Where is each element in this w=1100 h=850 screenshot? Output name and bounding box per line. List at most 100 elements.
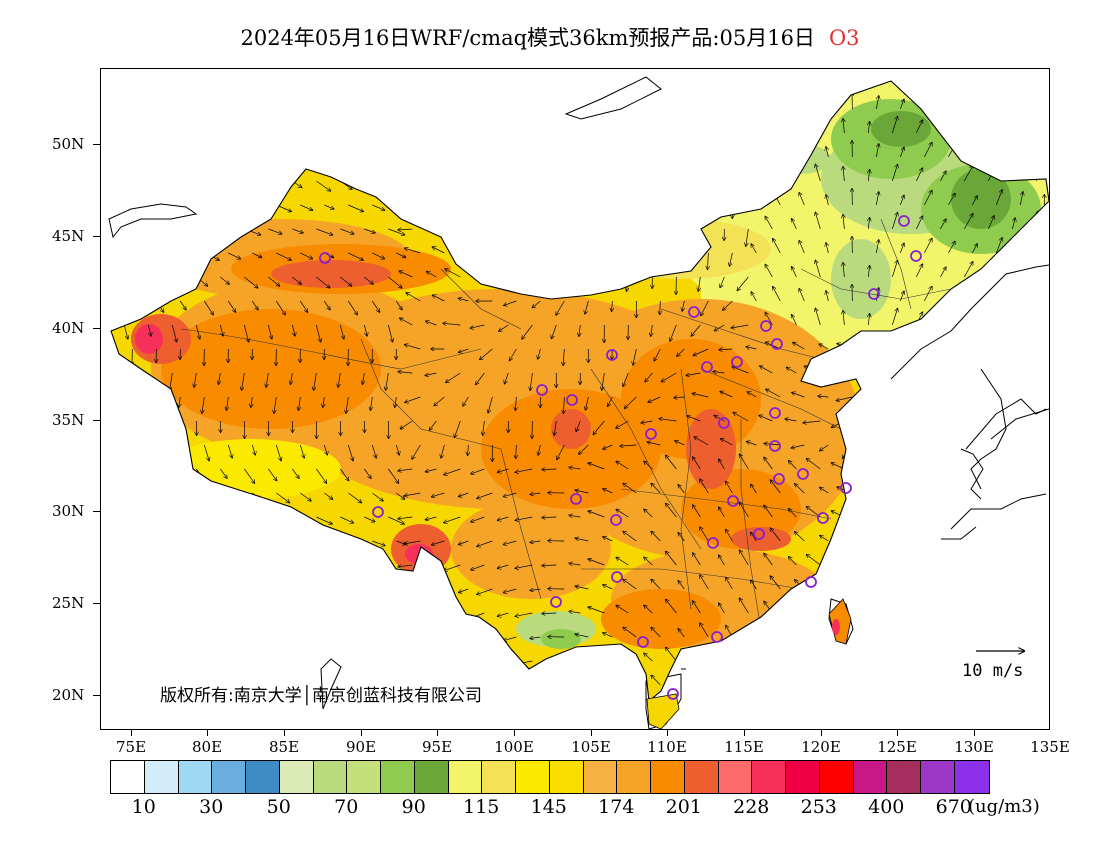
wind-arrow — [124, 132, 129, 147]
map-panel[interactable] — [100, 68, 1050, 730]
wind-arrow — [988, 216, 994, 230]
wind-arrow — [732, 367, 749, 374]
wind-arrow — [660, 300, 661, 314]
wind-arrow — [687, 416, 701, 422]
wind-arrow — [988, 312, 994, 326]
wind-arrow — [172, 564, 188, 572]
city-marker — [566, 394, 578, 406]
wind-arrow — [477, 492, 493, 498]
wind-arrow — [831, 655, 845, 662]
wind-arrow — [444, 709, 460, 715]
wind-arrow — [470, 178, 485, 182]
wind-arrow — [409, 132, 413, 147]
wind-arrow — [530, 685, 541, 687]
wind-arrow — [574, 276, 581, 286]
wind-arrow — [607, 252, 613, 262]
wind-arrow — [530, 589, 541, 591]
colorbar-label: 10 — [131, 796, 156, 818]
wind-arrow — [837, 535, 853, 542]
wind-arrow — [398, 517, 413, 519]
city-marker — [773, 473, 785, 485]
wind-arrow — [674, 228, 676, 246]
wind-arrow — [691, 324, 701, 336]
wind-arrow — [940, 123, 946, 134]
wind-arrow — [826, 291, 828, 302]
wind-arrow — [179, 396, 181, 407]
wind-arrow — [616, 653, 629, 662]
wind-arrow — [940, 267, 946, 278]
lon-label-120e: 120E — [801, 738, 841, 756]
lon-label-75e: 75E — [115, 738, 147, 756]
wind-arrow — [515, 516, 533, 520]
wind-arrow — [996, 286, 1002, 302]
wind-arrow — [857, 610, 869, 614]
wind-arrow — [578, 252, 589, 262]
wind-arrow — [498, 224, 509, 230]
wind-arrow — [789, 557, 797, 566]
wind-arrow — [616, 420, 629, 428]
wind-arrow — [863, 491, 877, 493]
wind-arrow — [252, 156, 258, 165]
wind-arrow — [227, 636, 232, 650]
wind-arrow — [292, 276, 301, 284]
wind-arrow — [793, 342, 805, 350]
wind-arrow — [371, 444, 376, 458]
wind-arrow — [339, 324, 343, 339]
wind-arrow — [220, 564, 230, 570]
wind-arrow — [404, 636, 421, 640]
wind-arrow — [964, 262, 972, 278]
wind-arrow — [988, 264, 994, 278]
wind-arrow — [981, 636, 997, 642]
wind-arrow — [324, 492, 332, 499]
wind-arrow — [589, 125, 605, 134]
wind-arrow — [826, 147, 828, 158]
wind-arrow — [623, 627, 637, 638]
colorbar-label: 90 — [401, 796, 426, 818]
wind-arrow — [425, 660, 437, 664]
wind-arrow — [588, 559, 605, 566]
city-marker — [753, 528, 765, 540]
wind-arrow — [924, 143, 932, 158]
wind-arrow — [292, 228, 303, 233]
wind-arrow — [504, 300, 517, 305]
wind-arrow — [675, 441, 685, 446]
copyright-text: 版权所有:南京大学│南京创蓝科技有限公司 — [160, 686, 482, 706]
wind-arrow — [219, 709, 221, 720]
wind-arrow — [575, 490, 589, 494]
colorbar-swatch — [381, 761, 415, 793]
wind-arrow — [575, 682, 589, 686]
lon-tick — [744, 730, 745, 736]
wind-arrow — [791, 444, 805, 448]
wind-arrow — [1036, 308, 1037, 326]
wind-arrow — [815, 116, 821, 134]
wind-arrow — [693, 108, 709, 114]
wind-arrow — [323, 396, 325, 407]
wind-arrow — [924, 287, 932, 302]
lon-label-100e: 100E — [494, 738, 534, 756]
wind-arrow — [196, 516, 209, 523]
wind-arrow — [972, 148, 977, 158]
colorbar-swatch — [144, 761, 179, 793]
lon-tick — [591, 730, 592, 736]
wind-arrow — [836, 396, 853, 401]
wind-arrow — [815, 308, 821, 326]
wind-arrow — [641, 421, 653, 423]
wind-arrow — [602, 154, 613, 158]
wind-arrow — [719, 651, 725, 662]
wind-arrow — [132, 588, 145, 599]
wind-arrow — [340, 564, 353, 571]
wind-arrow — [857, 514, 869, 518]
colorbar-label: 228 — [733, 796, 770, 818]
wind-arrow — [843, 119, 844, 134]
wind-arrow — [364, 180, 373, 188]
wind-arrow — [623, 579, 637, 590]
wind-arrow — [875, 192, 878, 206]
lon-tick — [131, 730, 132, 736]
wind-arrow — [799, 289, 805, 302]
wind-arrow — [916, 168, 922, 182]
wind-arrow — [504, 249, 517, 254]
wind-arrow — [651, 675, 661, 686]
wind-arrow — [948, 98, 955, 110]
wind-arrow — [719, 459, 725, 470]
wind-arrow — [1008, 636, 1021, 641]
